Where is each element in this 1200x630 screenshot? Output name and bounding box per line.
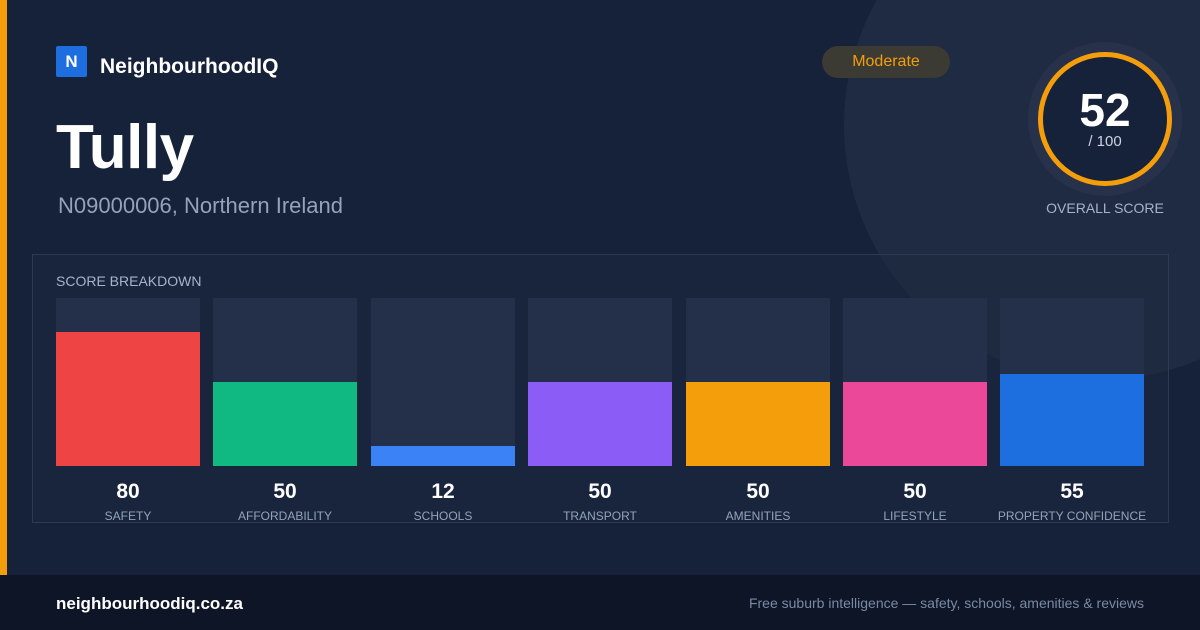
bar-label: SCHOOLS xyxy=(413,509,473,523)
score-bar-amenities: 50 AMENITIES xyxy=(686,298,830,524)
bar-track xyxy=(843,298,987,466)
bar-track xyxy=(528,298,672,466)
overall-score-ring xyxy=(1028,42,1182,196)
bar-label: LIFESTYLE xyxy=(883,509,947,523)
accent-bar xyxy=(0,0,7,575)
bar-value: 50 xyxy=(588,480,612,503)
overall-score-max: / 100 xyxy=(1088,133,1122,150)
place-name: Tully xyxy=(56,113,194,182)
bar-label: SAFETY xyxy=(104,509,152,523)
bar-fill xyxy=(213,382,357,466)
bar-track xyxy=(371,298,515,466)
bar-track xyxy=(213,298,357,466)
rating-badge: Moderate xyxy=(822,46,950,78)
bar-value: 50 xyxy=(746,480,770,503)
bar-fill xyxy=(843,382,987,466)
bar-fill xyxy=(56,332,200,466)
bar-value: 55 xyxy=(1060,480,1084,503)
score-bar-property-confidence: 55 PROPERTY CONFIDENCE xyxy=(998,298,1146,524)
bar-value: 12 xyxy=(431,480,455,503)
footer-domain-link[interactable]: neighbourhoodiq.co.za xyxy=(56,594,243,613)
bar-label: PROPERTY CONFIDENCE xyxy=(997,509,1147,523)
share-card: N NeighbourhoodIQ Tully N09000006, North… xyxy=(0,0,1182,575)
score-ring-progress xyxy=(1038,52,1172,186)
place-subtitle: N09000006, Northern Ireland xyxy=(58,193,343,218)
bar-fill xyxy=(528,382,672,466)
footer-tagline: Free suburb intelligence — safety, schoo… xyxy=(748,595,1144,611)
bar-fill xyxy=(371,446,515,466)
bar-track xyxy=(1000,298,1144,466)
score-bar-safety: 80 SAFETY xyxy=(56,298,200,524)
overall-score-value: 52 xyxy=(1079,84,1131,136)
bar-label: TRANSPORT xyxy=(563,509,637,523)
bar-fill xyxy=(686,382,830,466)
overall-score-caption: OVERALL SCORE xyxy=(1046,200,1164,216)
bar-fill xyxy=(1000,374,1144,466)
score-breakdown-panel: SCORE BREAKDOWN 80 SAFETY 50 AFFORDABILITY 1… xyxy=(32,254,1169,523)
bar-label: AFFORDABILITY xyxy=(237,509,332,523)
score-bar-lifestyle: 50 LIFESTYLE xyxy=(843,298,987,524)
score-bar-transport: 50 TRANSPORT xyxy=(528,298,672,524)
bar-label: AMENITIES xyxy=(725,509,791,523)
breakdown-title: SCORE BREAKDOWN xyxy=(56,273,202,289)
bar-value: 50 xyxy=(903,480,927,503)
bar-value: 80 xyxy=(116,480,140,503)
bar-value: 50 xyxy=(273,480,297,503)
footer: neighbourhoodiq.co.za Free suburb intell… xyxy=(0,575,1200,630)
bar-track xyxy=(686,298,830,466)
score-bar-schools: 12 SCHOOLS xyxy=(371,298,515,524)
score-bar-affordability: 50 AFFORDABILITY xyxy=(213,298,357,524)
brand-logo-icon: N xyxy=(56,46,87,77)
bar-track xyxy=(56,298,200,466)
brand-name: NeighbourhoodIQ xyxy=(100,54,279,78)
brand[interactable]: N NeighbourhoodIQ xyxy=(56,46,279,78)
